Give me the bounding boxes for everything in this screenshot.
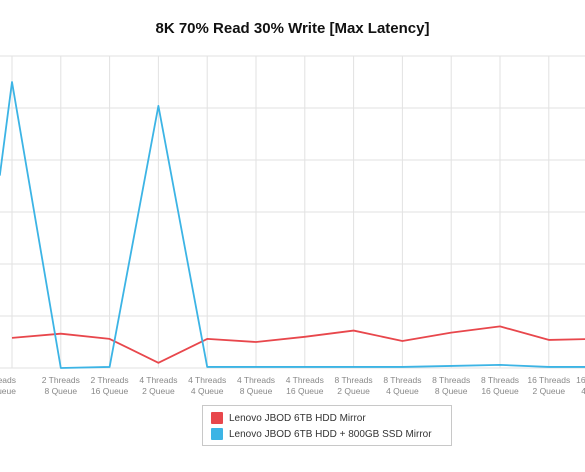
x-tick-label-2-1: 16 Queue <box>91 386 129 396</box>
legend-item-ssd[interactable]: Lenovo JBOD 6TB HDD + 800GB SSD Mirror <box>211 426 443 442</box>
x-tick-label-11-1: 2 Queue <box>532 386 565 396</box>
grid <box>0 55 585 369</box>
x-tick-label-3-1: 2 Queue <box>142 386 175 396</box>
x-tick-label-10-1: 16 Queue <box>481 386 519 396</box>
x-tick-label-10-0: 8 Threads <box>481 375 519 385</box>
x-tick-label-12-1: 4 Queue <box>581 386 585 396</box>
x-tick-label-8-0: 8 Threads <box>383 375 421 385</box>
x-tick-label-5-1: 8 Queue <box>240 386 273 396</box>
x-tick-label-7-1: 2 Queue <box>337 386 370 396</box>
x-tick-label-6-1: 16 Queue <box>286 386 324 396</box>
x-tick-label-0-1: Queue <box>0 386 16 396</box>
x-tick-label-1-0: 2 Threads <box>42 375 80 385</box>
x-tick-label-7-0: 8 Threads <box>335 375 373 385</box>
x-tick-label-4-1: 4 Queue <box>191 386 224 396</box>
x-tick-label-3-0: 4 Threads <box>139 375 177 385</box>
x-tick-label-9-1: 8 Queue <box>435 386 468 396</box>
legend-item-hdd[interactable]: Lenovo JBOD 6TB HDD Mirror <box>211 410 443 426</box>
legend-label-ssd: Lenovo JBOD 6TB HDD + 800GB SSD Mirror <box>229 428 432 440</box>
x-tick-label-1-1: 8 Queue <box>44 386 77 396</box>
x-tick-label-2-0: 2 Threads <box>91 375 129 385</box>
x-tick-label-4-0: 4 Threads <box>188 375 226 385</box>
legend: Lenovo JBOD 6TB HDD Mirror Lenovo JBOD 6… <box>202 405 452 446</box>
x-tick-label-11-0: 16 Threads <box>527 375 570 385</box>
legend-label-hdd: Lenovo JBOD 6TB HDD Mirror <box>229 412 366 424</box>
legend-swatch-ssd <box>211 428 223 440</box>
x-tick-label-6-0: 4 Threads <box>286 375 324 385</box>
x-tick-label-5-0: 4 Threads <box>237 375 275 385</box>
legend-swatch-hdd <box>211 412 223 424</box>
series-lines <box>0 81 585 369</box>
x-tick-label-0-0: Threads <box>0 375 16 385</box>
chart-title: 8K 70% Read 30% Write [Max Latency] <box>155 20 430 37</box>
series-line-1 <box>0 81 585 369</box>
x-tick-label-9-0: 8 Threads <box>432 375 470 385</box>
x-tick-label-8-1: 4 Queue <box>386 386 419 396</box>
x-tick-label-12-0: 16 Threads <box>576 375 585 385</box>
series-line-0 <box>11 325 585 364</box>
